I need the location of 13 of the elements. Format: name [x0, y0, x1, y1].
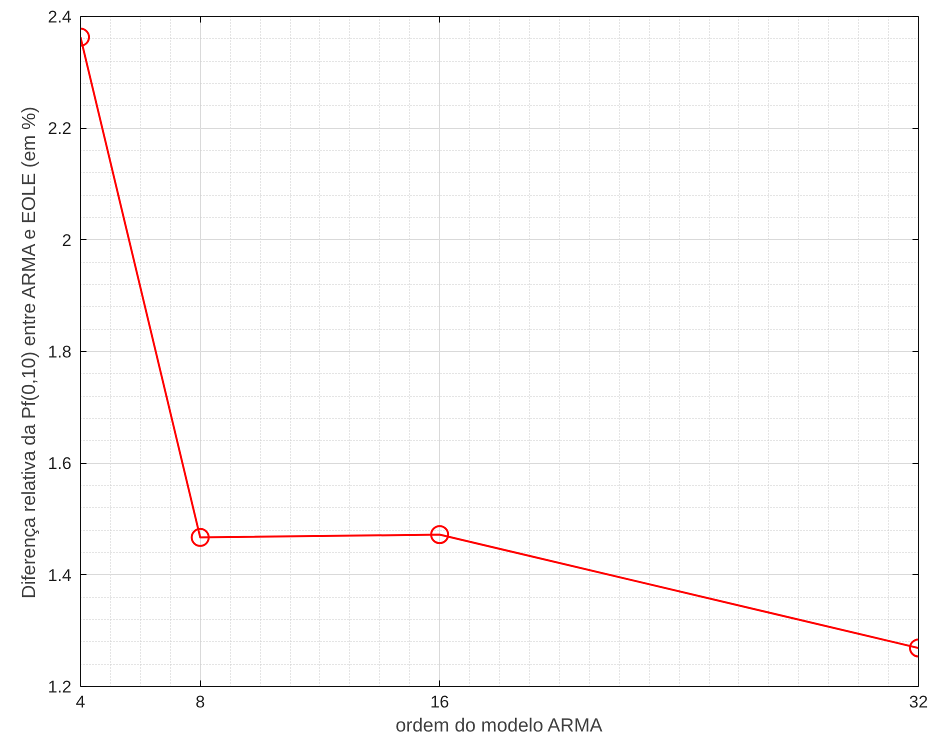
- x-tick-label: 8: [195, 692, 205, 712]
- y-tick-label: 1.4: [48, 566, 72, 585]
- x-tick-label: 16: [430, 692, 450, 712]
- y-tick-label: 1.6: [48, 454, 72, 474]
- y-tick-label: 2: [62, 230, 72, 250]
- y-tick-label: 1.2: [48, 678, 72, 696]
- x-axis-title: ordem do modelo ARMA: [395, 716, 603, 736]
- y-tick-label: 1.8: [48, 342, 72, 362]
- y-tick-label: 2.2: [48, 119, 72, 138]
- x-tick-label: 32: [909, 692, 928, 712]
- y-tick-label: 2.4: [48, 8, 72, 26]
- x-tick-label: 4: [76, 692, 86, 712]
- y-axis-title: Diferença relativa da Pf(0,10) entre ARMA e EOLE (em %): [18, 106, 40, 599]
